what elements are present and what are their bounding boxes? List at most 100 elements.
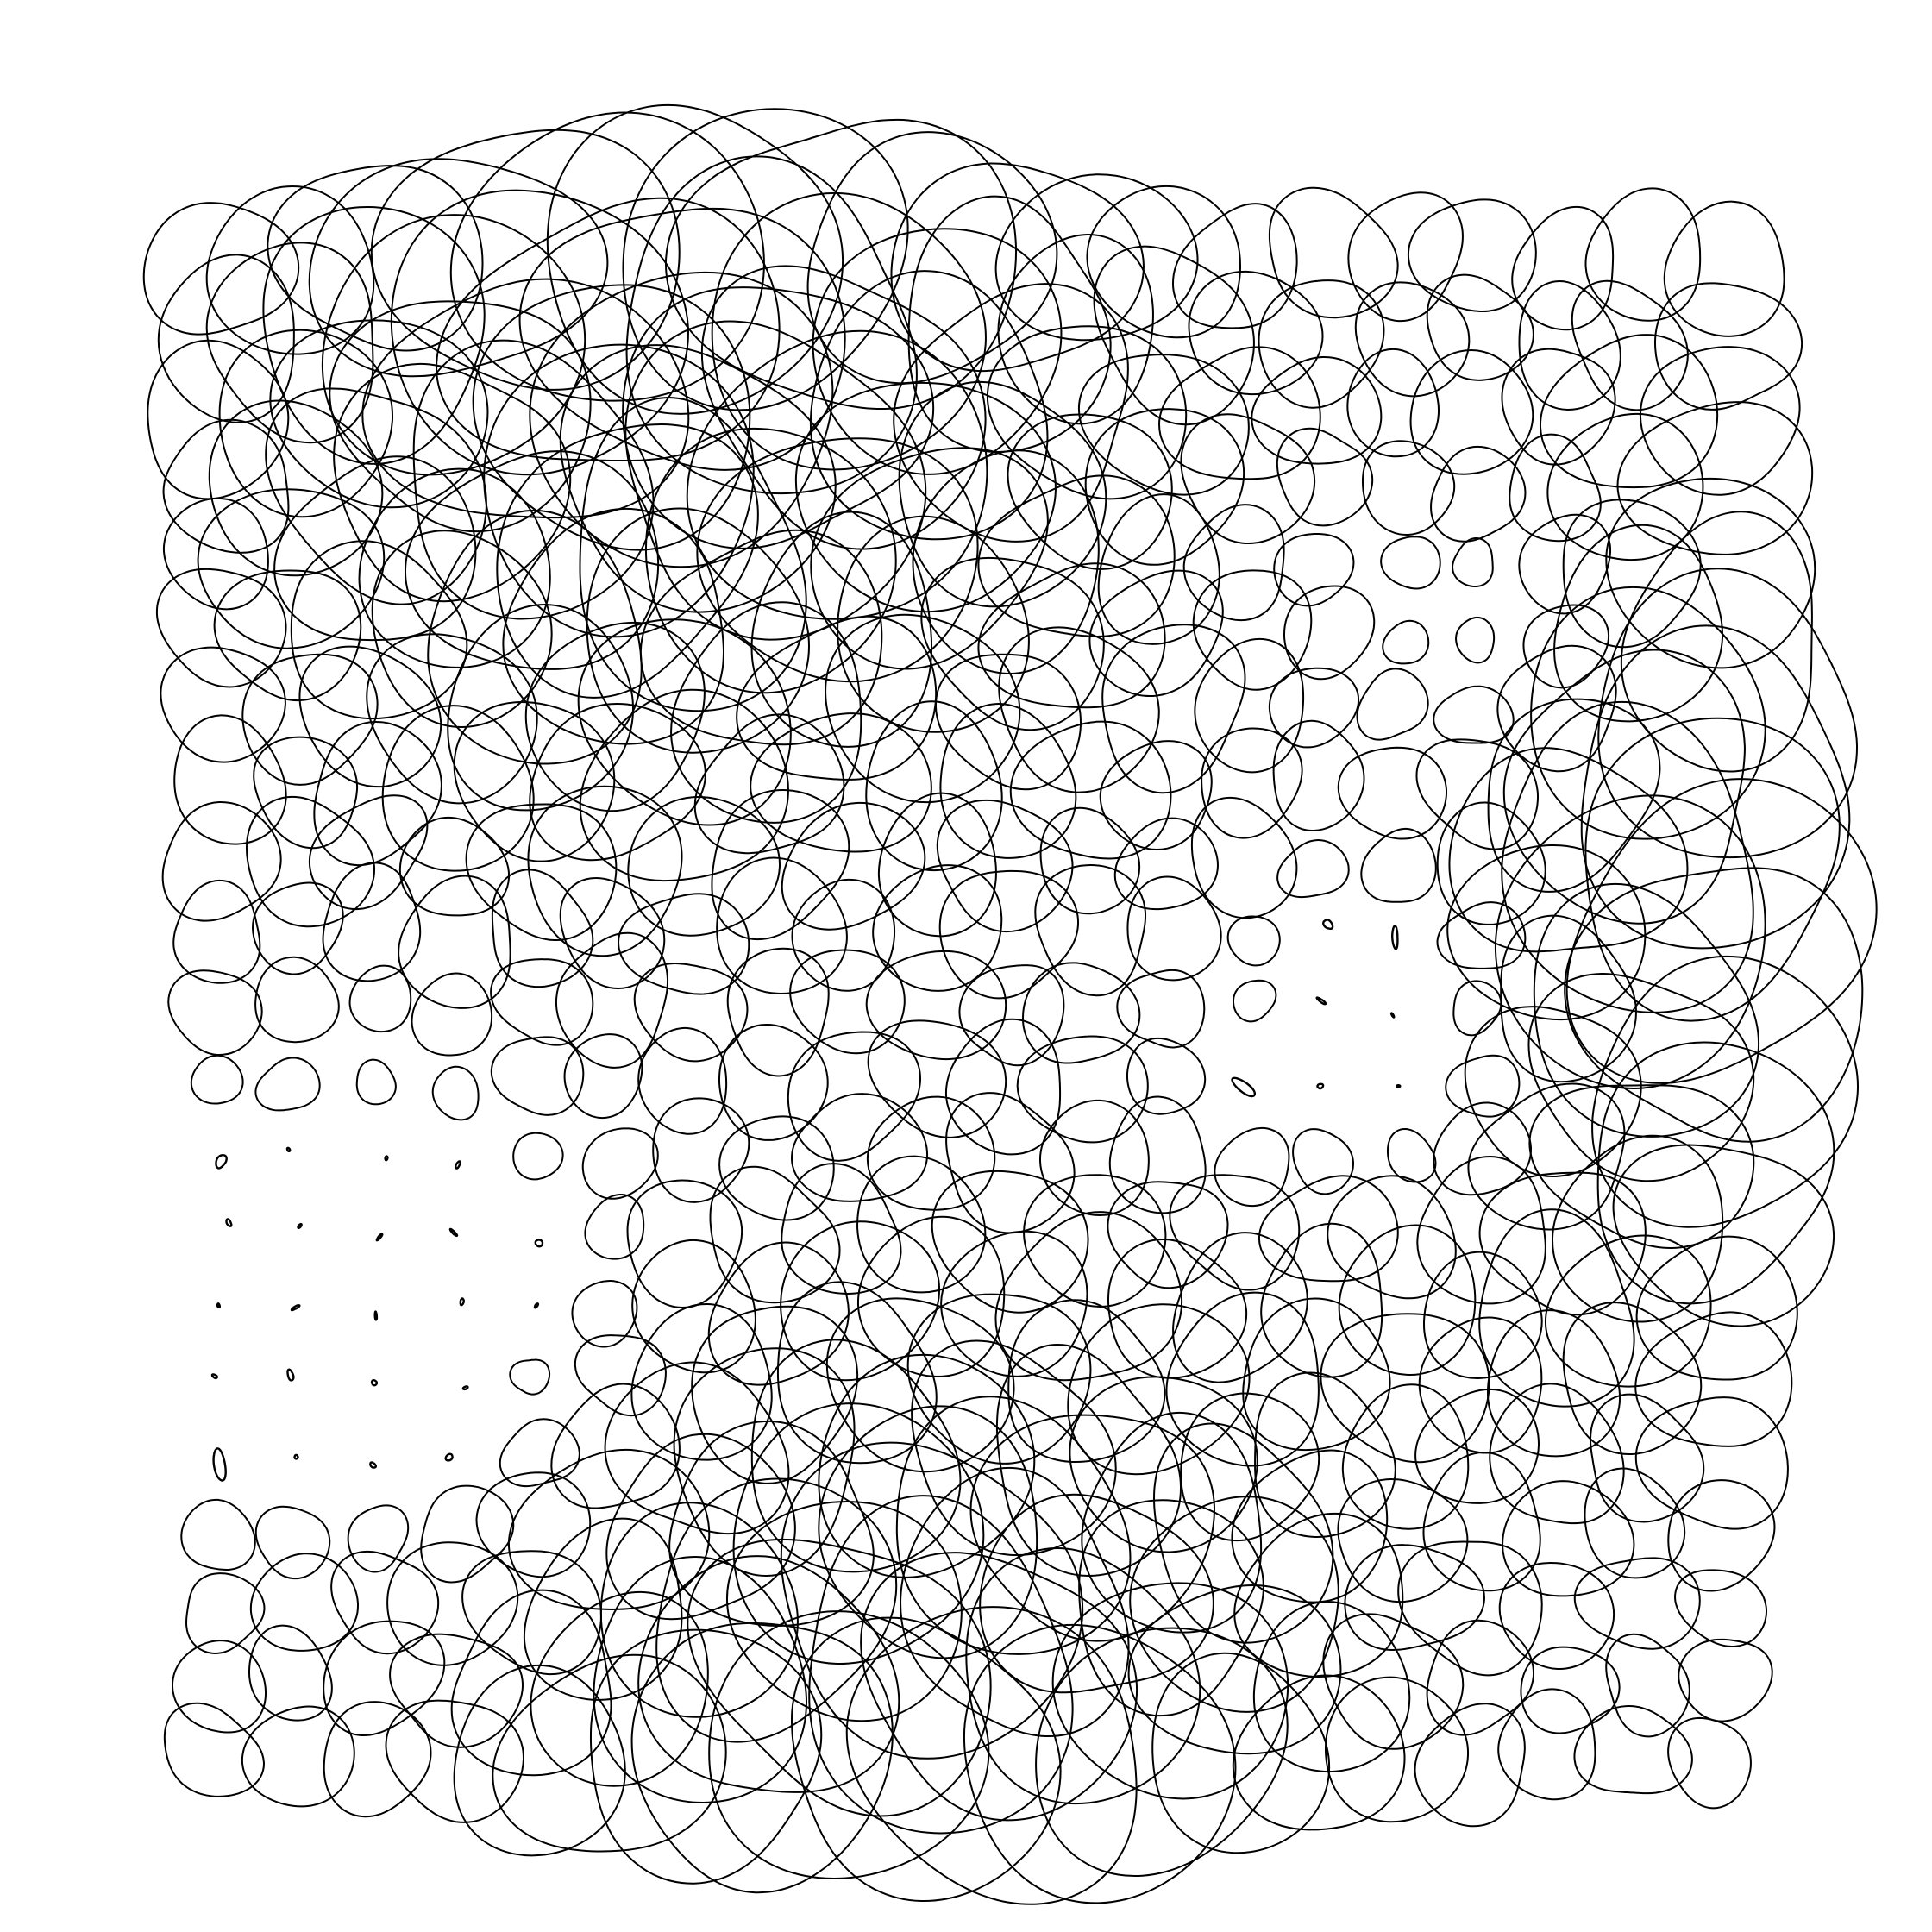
hand-drawn-loop	[1273, 532, 1355, 607]
hand-drawn-loop	[185, 1572, 266, 1654]
hand-drawn-loop	[938, 869, 1080, 1000]
hand-drawn-loop	[370, 129, 681, 391]
hand-drawn-loop	[630, 1302, 773, 1461]
hand-drawn-loop	[1518, 513, 1612, 615]
hand-drawn-loop	[604, 1361, 790, 1535]
hand-drawn-loop	[1436, 801, 1546, 925]
hand-drawn-loop	[459, 1297, 465, 1307]
hand-drawn-loop	[252, 881, 344, 975]
hand-drawn-loop	[323, 1701, 432, 1818]
hand-drawn-loop	[1099, 740, 1213, 850]
hand-drawn-loop	[1214, 1126, 1290, 1208]
hand-drawn-loop	[1268, 667, 1360, 749]
hand-drawn-loop	[794, 381, 1057, 613]
hand-drawn-loop	[358, 467, 551, 668]
hand-drawn-loop	[1108, 1095, 1207, 1214]
hand-drawn-loop	[1283, 585, 1376, 681]
hand-drawn-loop	[1254, 1371, 1396, 1539]
hand-drawn-loop	[1573, 1705, 1693, 1795]
hand-drawn-loop	[1596, 1041, 1835, 1305]
hand-drawn-loop	[1107, 1181, 1229, 1289]
hand-drawn-loop	[1338, 1224, 1477, 1376]
hand-drawn-loop	[1396, 1083, 1402, 1088]
hand-drawn-loop	[1116, 969, 1206, 1049]
hand-drawn-loop	[776, 1281, 938, 1465]
hand-drawn-loop	[546, 104, 844, 415]
hand-drawn-loop	[1674, 1569, 1768, 1647]
hand-drawn-loop	[618, 893, 750, 995]
hand-drawn-loop	[670, 601, 862, 824]
hand-drawn-loop	[262, 205, 486, 465]
hand-drawn-loop	[1409, 349, 1534, 475]
hand-drawn-loop	[1562, 1302, 1703, 1456]
hand-drawn-loop	[308, 158, 609, 378]
hand-drawn-loop	[308, 794, 429, 911]
hand-drawn-loop	[622, 286, 935, 549]
hand-drawn-loop	[1337, 746, 1448, 840]
hand-drawn-loop	[285, 1146, 292, 1153]
hand-drawn-loop	[431, 1065, 480, 1121]
hand-drawn-loop	[321, 214, 586, 476]
hand-drawn-loop	[1327, 1175, 1457, 1300]
hand-drawn-loop	[212, 1447, 227, 1482]
hand-drawn-loop	[1316, 1082, 1325, 1090]
hand-drawn-loop	[860, 1552, 1138, 1822]
hand-drawn-loop	[867, 1019, 1007, 1138]
hand-drawn-loop	[180, 1498, 256, 1571]
hand-drawn-loop	[375, 1233, 384, 1242]
hand-drawn-loop	[293, 1453, 299, 1460]
hand-drawn-loop	[625, 155, 918, 495]
hand-drawn-loop	[622, 108, 909, 411]
hand-drawn-loop	[1478, 1171, 1647, 1316]
hand-drawn-loop	[147, 339, 290, 500]
hand-drawn-loop	[1268, 186, 1399, 319]
hand-drawn-loop	[1494, 794, 1766, 1089]
hand-drawn-loop	[405, 450, 660, 670]
hand-drawn-loop	[1084, 408, 1245, 566]
hand-drawn-loop	[1527, 972, 1755, 1182]
hand-drawn-loop	[709, 1165, 841, 1304]
hand-drawn-loop	[711, 788, 850, 941]
hand-drawn-loop	[1522, 604, 1610, 689]
hand-drawn-loop	[810, 447, 1049, 670]
hand-drawn-loop	[1551, 1134, 1724, 1323]
hand-drawn-loop	[1464, 1006, 1642, 1178]
hand-drawn-loop	[1497, 1688, 1596, 1801]
hand-drawn-loop	[1502, 649, 1746, 925]
hand-drawn-loop	[818, 1353, 1036, 1578]
hand-drawn-loop	[1528, 1084, 1755, 1250]
hand-drawn-loop	[1605, 1633, 1690, 1738]
hand-drawn-loop	[369, 1461, 378, 1469]
hand-drawn-loop	[1086, 185, 1242, 339]
hand-drawn-loop	[499, 1418, 580, 1488]
hand-drawn-loop	[818, 1405, 1038, 1659]
hand-drawn-loop	[245, 795, 376, 928]
hand-drawn-loop	[1605, 477, 1816, 669]
hand-drawn-loop	[1426, 1619, 1535, 1736]
hand-drawn-loop	[944, 1018, 1062, 1156]
hand-drawn-loop	[825, 613, 1021, 804]
hand-drawn-loop	[1489, 1383, 1625, 1525]
hand-drawn-loop	[162, 497, 269, 611]
hand-drawn-loop	[384, 1155, 389, 1162]
hand-drawn-loop	[1544, 1234, 1712, 1388]
hand-drawn-loop	[225, 1218, 233, 1227]
hand-drawn-loop	[986, 325, 1188, 500]
hand-drawn-loop	[1252, 1601, 1411, 1773]
hand-drawn-loop	[750, 712, 932, 853]
hand-drawn-loop	[693, 713, 845, 855]
hand-drawn-loop	[1231, 1076, 1257, 1098]
hand-drawn-loop	[563, 1033, 643, 1120]
hand-drawn-loop	[1511, 205, 1615, 331]
hand-drawn-loop	[398, 816, 511, 917]
hand-drawn-loop	[781, 801, 926, 931]
hand-drawn-loop	[1667, 1716, 1752, 1810]
hand-drawn-loop	[534, 1239, 544, 1248]
hand-drawn-loop	[1571, 279, 1689, 411]
hand-drawn-loop	[1635, 1235, 1798, 1381]
hand-drawn-loop	[162, 418, 290, 554]
hand-drawn-loop	[1067, 1303, 1251, 1476]
hand-drawn-loop	[639, 529, 883, 746]
hand-drawn-loop	[329, 300, 592, 533]
hand-drawn-loop	[1455, 616, 1496, 664]
